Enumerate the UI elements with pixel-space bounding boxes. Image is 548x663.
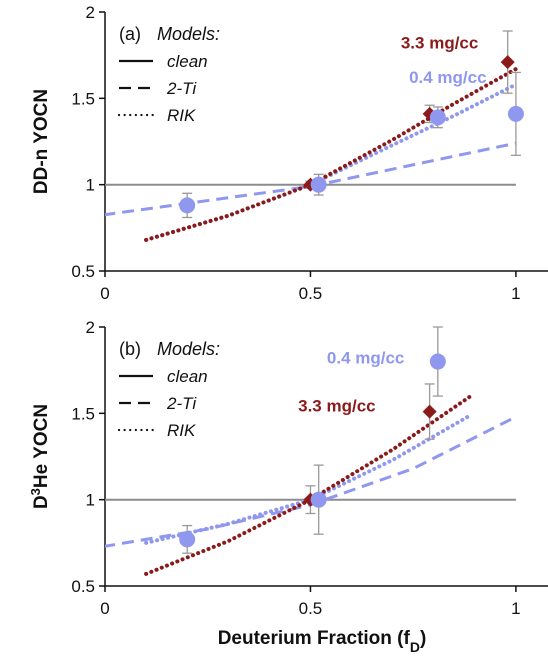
model-line-dashed-light-blue [85, 143, 516, 217]
x-tick-label: 0.5 [299, 284, 323, 303]
x-tick-label: 0 [100, 284, 109, 303]
y-tick-label: 1.5 [71, 404, 95, 423]
x-tick-label: 0 [100, 599, 109, 618]
data-point-circle [430, 109, 446, 125]
data-point-circle [179, 197, 195, 213]
legend-label: clean [167, 52, 208, 71]
x-axis-label-main: Deuterium Fraction (f [218, 628, 411, 649]
y-tick-label: 0.5 [71, 577, 95, 596]
model-line-dashed-light-blue [85, 417, 516, 550]
data-point-circle [508, 106, 524, 122]
data-point-circle [311, 177, 327, 193]
y-tick-label: 1.5 [71, 89, 95, 108]
x-axis-label: Deuterium Fraction (fD) [218, 628, 427, 655]
y-tick-label: 1 [86, 491, 95, 510]
model-line-dotted-light-blue [146, 85, 516, 240]
data-point-circle [430, 354, 446, 370]
panel-a: 0.5 1 1.5 2 0 0.5 1 DD-n YOCN (a) Models: clean 2-T… [31, 3, 548, 303]
y-axis-label-superscript: 3 [28, 488, 43, 495]
legend-label: 2-Ti [166, 394, 197, 413]
series-annotation: 0.4 mg/cc [409, 68, 487, 87]
x-axis-label-close: ) [420, 628, 426, 649]
series-annotation: 0.4 mg/cc [327, 348, 405, 367]
y-tick-label: 2 [86, 318, 95, 337]
y-axis-label: D3He YOCN [28, 404, 53, 509]
panel-label: (a) [119, 24, 141, 44]
x-axis-label-subscript: D [410, 639, 420, 655]
y-axis-label-text: DD-n YOCN [31, 89, 52, 194]
data-point-diamond [501, 55, 515, 69]
legend-label: RIK [167, 106, 196, 125]
legend-title: Models: [157, 24, 220, 44]
series-annotation: 3.3 mg/cc [401, 33, 479, 52]
y-axis-label: DD-n YOCN [31, 89, 52, 194]
x-tick-label: 1 [511, 284, 520, 303]
y-axis-label-prefix: D [31, 495, 52, 509]
data-point-diamond [423, 405, 437, 419]
legend-label: clean [167, 367, 208, 386]
y-tick-label: 2 [86, 3, 95, 22]
data-point-circle [311, 492, 327, 508]
data-point-circle [179, 531, 195, 547]
x-tick-label: 1 [511, 599, 520, 618]
legend-label: RIK [167, 421, 196, 440]
panel-label: (b) [119, 339, 141, 359]
series-annotation: 3.3 mg/cc [298, 397, 376, 416]
y-axis-label-text: He YOCN [31, 404, 52, 488]
legend-label: 2-Ti [166, 79, 197, 98]
panel-b: 0.5 1 1.5 2 0 0.5 1 D3He YOCN (b) Models: clean 2-T… [28, 318, 548, 618]
y-tick-label: 1 [86, 176, 95, 195]
legend-title: Models: [157, 339, 220, 359]
x-tick-label: 0.5 [299, 599, 323, 618]
y-tick-label: 0.5 [71, 262, 95, 281]
